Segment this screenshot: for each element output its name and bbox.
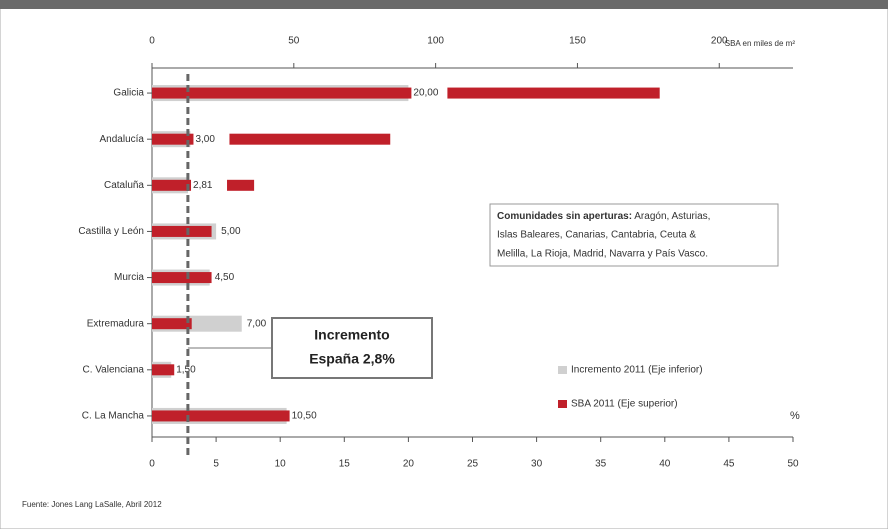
label-bg: [191, 177, 228, 194]
y-tick-label: Extremadura: [87, 318, 145, 329]
y-tick-label: Murcia: [114, 272, 144, 283]
x2-tick-label: 150: [569, 36, 586, 47]
x2-axis-label: SBA en miles de m²: [725, 39, 796, 48]
x-tick-label: 5: [213, 459, 219, 470]
data-label: 4,50: [215, 272, 235, 283]
bar: [152, 410, 308, 422]
data-label: 5,00: [221, 226, 241, 237]
y-tick-label: C. Valenciana: [82, 364, 144, 375]
note-line: Melilla, La Rioja, Madrid, Navarra y Paí…: [497, 249, 708, 260]
header-strip: [0, 0, 888, 9]
data-label: 3,00: [195, 134, 215, 145]
note-title: Comunidades sin aperturas:: [497, 211, 632, 222]
label-bg: [411, 85, 448, 102]
label-bg: [174, 361, 211, 378]
x-tick-label: 0: [149, 459, 155, 470]
y-tick-label: Cataluña: [104, 180, 144, 191]
y-tick-label: C. La Mancha: [82, 411, 145, 422]
legend-swatch: [558, 400, 567, 408]
x-tick-label: 30: [531, 459, 543, 470]
data-label: 20,00: [413, 88, 438, 99]
data-label: 7,00: [247, 318, 267, 329]
note-line: Islas Baleares, Canarias, Cantabria, Ceu…: [497, 230, 696, 241]
bar: [152, 133, 391, 145]
annotation-text: España 2,8%: [309, 351, 395, 367]
legend-label: SBA 2011 (Eje superior): [571, 399, 678, 410]
bar: [152, 225, 212, 237]
x-tick-label: 40: [659, 459, 671, 470]
x-tick-label: 25: [467, 459, 479, 470]
annotation-box: [271, 317, 433, 379]
x2-tick-label: 0: [149, 36, 155, 47]
bar: [152, 318, 192, 330]
x-axis-label: %: [790, 410, 800, 422]
bar: [152, 272, 212, 284]
legend-label: Incremento 2011 (Eje inferior): [571, 365, 703, 376]
data-label: 1,50: [176, 364, 196, 375]
bar: [152, 87, 660, 99]
y-tick-label: Castilla y León: [78, 226, 144, 237]
x-tick-label: 10: [275, 459, 287, 470]
source: Fuente: Jones Lang LaSalle, Abril 2012: [22, 500, 162, 509]
label-bg: [219, 223, 256, 240]
bar: [152, 364, 175, 376]
label-bg: [212, 269, 249, 286]
annotation-text: Incremento: [314, 327, 389, 343]
x-tick-label: 45: [723, 459, 735, 470]
x2-tick-label: 50: [288, 36, 300, 47]
y-tick-label: Galicia: [113, 88, 144, 99]
note-text: Comunidades sin aperturas: Aragón, Astur…: [497, 211, 710, 222]
label-bg: [289, 407, 326, 424]
legend-swatch: [558, 366, 567, 374]
x-tick-label: 20: [403, 459, 415, 470]
note-line: Aragón, Asturias,: [632, 211, 710, 222]
data-label: 10,50: [292, 411, 317, 422]
x-tick-label: 15: [339, 459, 351, 470]
x-tick-label: 35: [595, 459, 607, 470]
x2-tick-label: 200: [711, 36, 728, 47]
x-tick-label: 50: [787, 459, 799, 470]
label-bg: [193, 131, 230, 148]
data-label: 2,81: [193, 180, 213, 191]
y-tick-label: Andalucía: [100, 134, 145, 145]
x2-tick-label: 100: [427, 36, 444, 47]
note-box: [489, 203, 779, 267]
